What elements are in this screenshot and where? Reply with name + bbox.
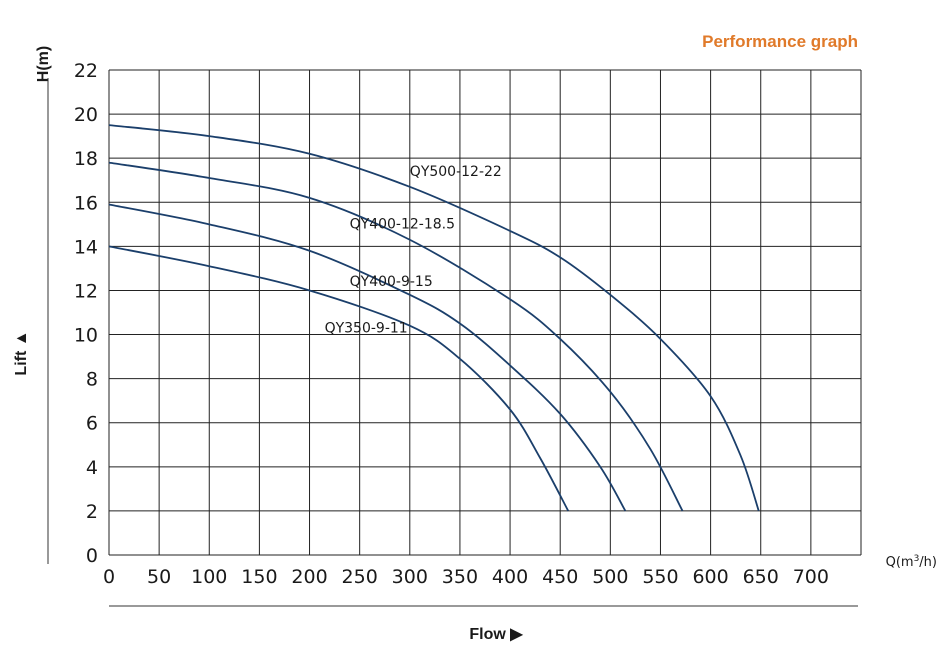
- series-line: [108, 161, 684, 512]
- y-unit-label: H(m): [35, 46, 52, 82]
- y-axis-title: Lift ▲: [13, 330, 30, 375]
- grid: [108, 69, 862, 556]
- series-label: QY400-9-15: [350, 274, 433, 290]
- y-tick-label: 8: [86, 369, 98, 391]
- y-tick-labels: 0 2 4 6 8 10 12 14 16 18 20 22: [74, 60, 98, 567]
- x-tick-label: 450: [542, 566, 578, 588]
- series-line: [108, 124, 760, 512]
- series-line: [108, 203, 627, 512]
- series-label: QY400-12-18.5: [350, 217, 455, 233]
- x-tick-label: 400: [492, 566, 528, 588]
- series-label: QY350-9-11: [325, 320, 408, 336]
- y-tick-label: 4: [86, 457, 98, 479]
- y-tick-label: 0: [86, 545, 98, 567]
- x-tick-label: 200: [291, 566, 327, 588]
- x-tick-label: 250: [342, 566, 378, 588]
- x-unit-label: Q(m3/h): [886, 554, 937, 570]
- y-tick-label: 2: [86, 501, 98, 523]
- y-tick-label: 12: [74, 280, 98, 302]
- y-tick-label: 22: [74, 60, 98, 82]
- x-tick-label: 350: [442, 566, 478, 588]
- x-tick-label: 50: [147, 566, 171, 588]
- x-tick-label: 650: [743, 566, 779, 588]
- chart-title: Performance graph: [702, 32, 858, 51]
- x-tick-label: 150: [241, 566, 277, 588]
- x-tick-label: 100: [191, 566, 227, 588]
- y-tick-label: 20: [74, 104, 98, 126]
- x-tick-label: 550: [642, 566, 678, 588]
- series-line: [108, 245, 570, 512]
- y-tick-label: 18: [74, 148, 98, 170]
- y-tick-label: 10: [74, 325, 98, 347]
- y-tick-label: 6: [86, 413, 98, 435]
- y-tick-label: 16: [74, 192, 98, 214]
- y-tick-label: 14: [74, 236, 98, 258]
- series-group: QY500-12-22 QY400-12-18.5 QY400-9-15 QY350-…: [108, 124, 760, 512]
- x-tick-label: 0: [103, 566, 115, 588]
- x-tick-label: 300: [392, 566, 428, 588]
- series-label: QY500-12-22: [410, 164, 502, 180]
- x-tick-label: 600: [692, 566, 728, 588]
- x-tick-labels: 0 50 100 150 200 250 300 350 400 450 500 550 600 650 7…: [103, 566, 829, 588]
- x-tick-label: 700: [793, 566, 829, 588]
- x-axis-title: Flow ▶: [469, 626, 523, 643]
- x-tick-label: 500: [592, 566, 628, 588]
